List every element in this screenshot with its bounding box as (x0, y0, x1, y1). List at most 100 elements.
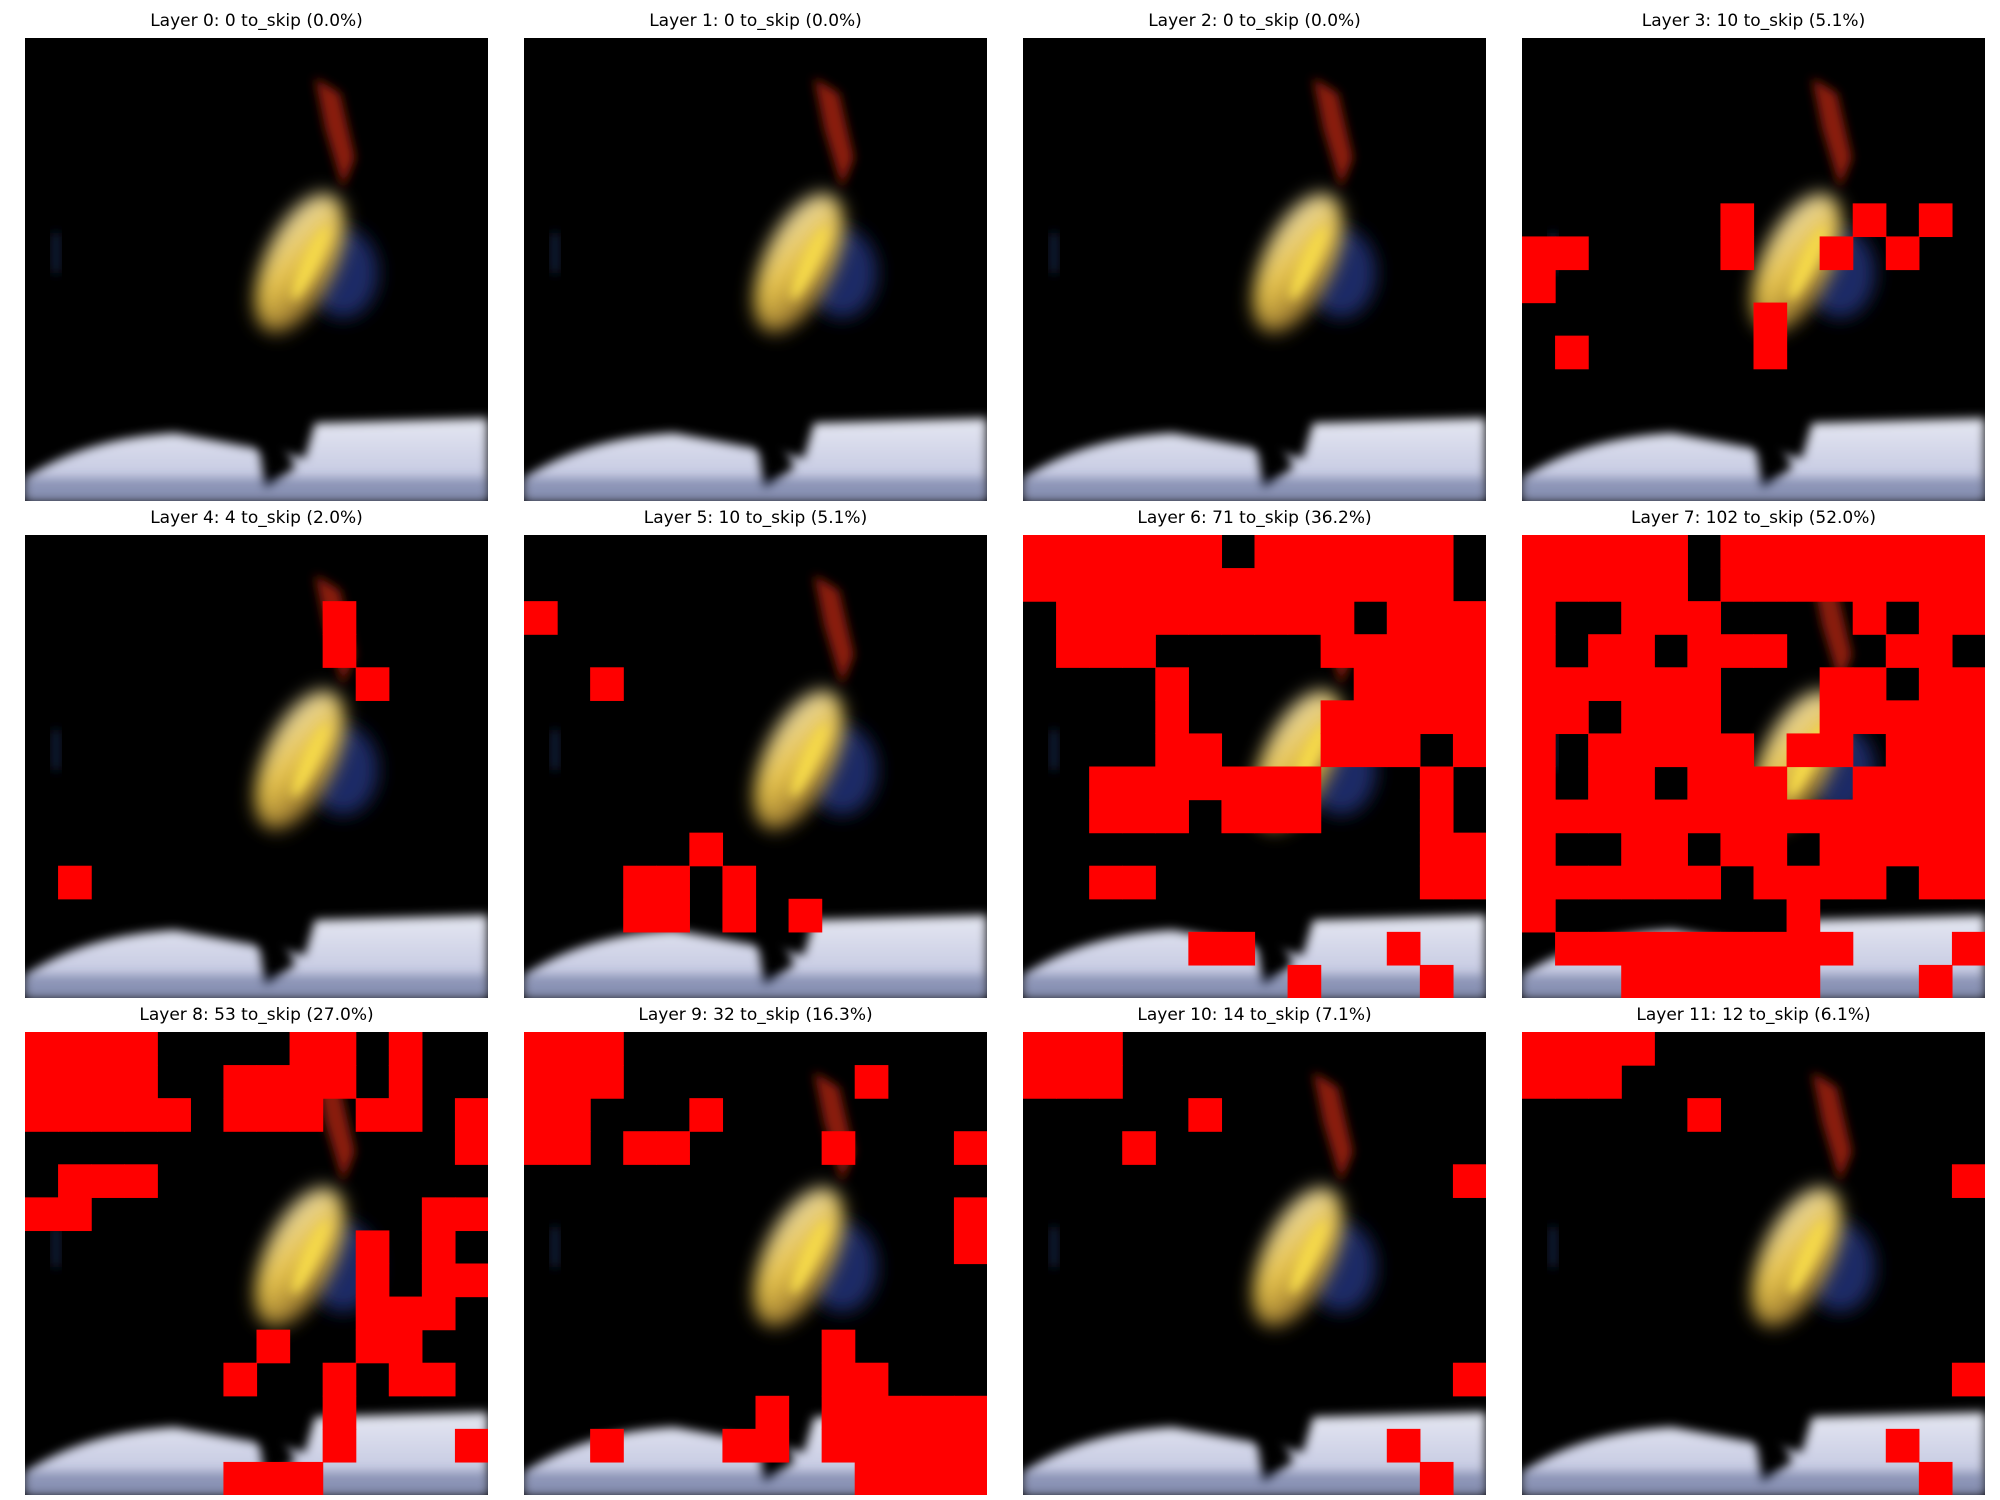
skip-cell (1555, 931, 1589, 966)
skip-cell (1951, 832, 1985, 867)
skip-cell (388, 1362, 423, 1397)
skip-cell (388, 1032, 423, 1066)
skip-cell (1588, 865, 1622, 900)
panel-scene-svg (524, 535, 987, 998)
skip-cell (58, 1164, 92, 1198)
skip-cell (124, 1065, 158, 1099)
faint-mark (1051, 233, 1057, 273)
skip-cell (1155, 601, 1189, 635)
skip-cell (1254, 766, 1289, 801)
dark-post (754, 915, 794, 985)
skip-cell (854, 1461, 889, 1495)
skip-cell (953, 1230, 987, 1265)
skip-cell (1753, 335, 1788, 370)
skip-cell (1122, 601, 1156, 635)
panel-image (1023, 38, 1486, 501)
skip-cell (1951, 931, 1985, 966)
figure-highlight (790, 1220, 828, 1294)
ground-shadow (25, 975, 488, 998)
skip-cell (854, 1362, 889, 1397)
skip-cell (1155, 700, 1189, 735)
skip-cell (1522, 269, 1556, 304)
skip-cell (623, 865, 657, 900)
skip-cell (1852, 766, 1887, 801)
skip-cell (1023, 1032, 1057, 1066)
blurred-scene (1522, 1072, 1985, 1495)
skip-cell (388, 1098, 423, 1132)
skip-cell (788, 898, 823, 933)
skip-cell (1353, 733, 1388, 768)
skip-cell (1320, 634, 1355, 668)
skip-cell (1720, 931, 1755, 966)
skip-cell (1819, 832, 1854, 867)
skip-cell (421, 1263, 456, 1298)
skip-cell (1852, 535, 1887, 569)
skip-cell (1753, 799, 1788, 834)
skip-cell (1254, 799, 1289, 834)
skip-cell (1885, 1428, 1920, 1463)
skip-cell (722, 865, 757, 900)
skip-cell (590, 1428, 624, 1463)
panel-title: Layer 9: 32 to_skip (16.3%) (638, 1005, 873, 1025)
skip-cell (1555, 335, 1589, 370)
panel-title: Layer 4: 4 to_skip (2.0%) (150, 508, 363, 528)
skip-cell (1188, 535, 1223, 569)
skip-cell (1522, 898, 1556, 933)
skip-cell (1522, 766, 1556, 801)
skip-cell (1089, 568, 1123, 602)
skip-cell (1452, 832, 1486, 867)
skip-cell (1221, 568, 1256, 602)
skip-cell (256, 1461, 291, 1495)
skip-cell (1522, 601, 1556, 635)
skip-cell (1951, 568, 1985, 602)
skip-cell (1918, 799, 1953, 834)
skip-cell (854, 1395, 889, 1430)
skip-cell (1819, 535, 1854, 569)
skip-cell (1621, 568, 1655, 602)
skip-cell (854, 1065, 889, 1099)
skip-cell (557, 1065, 591, 1099)
skip-cell (355, 1296, 390, 1331)
skip-cell (1023, 568, 1057, 602)
skip-cell (58, 1098, 92, 1132)
skip-cell (920, 1461, 955, 1495)
skip-cell (1122, 568, 1156, 602)
skip-cell (1287, 568, 1322, 602)
red-streak (1313, 1072, 1353, 1182)
skip-cell (1918, 634, 1953, 668)
skip-cell (1089, 799, 1123, 834)
faint-mark (1051, 1227, 1057, 1267)
skip-cell (623, 1131, 657, 1165)
skip-cell (1951, 766, 1985, 801)
skip-cell (1155, 535, 1189, 569)
figure-highlight (291, 226, 329, 300)
skip-cell (887, 1461, 922, 1495)
skip-cell (1353, 568, 1388, 602)
skip-cell (1654, 799, 1688, 834)
skip-cell (1023, 1065, 1057, 1099)
skip-cell (1320, 700, 1355, 735)
faint-mark (1051, 730, 1057, 770)
skip-cell (1786, 568, 1821, 602)
skip-cell (1852, 667, 1887, 701)
skip-cell (1918, 667, 1953, 701)
figure-highlight (1788, 1220, 1826, 1294)
skip-cell (1951, 667, 1985, 701)
skip-cell (1885, 799, 1920, 834)
skip-cell (1254, 535, 1289, 569)
skip-cell (1852, 832, 1887, 867)
skip-cell (1522, 634, 1556, 668)
skip-cell (1687, 964, 1722, 998)
skip-cell (1522, 799, 1556, 834)
bright-figure (255, 1187, 345, 1327)
skip-cell (1918, 832, 1953, 867)
skip-cell (1786, 964, 1821, 998)
skip-cell (1122, 1131, 1156, 1165)
skip-cell (1720, 766, 1755, 801)
ground-shadow (25, 478, 488, 501)
skip-cell (1753, 634, 1788, 668)
panel-title: Layer 5: 10 to_skip (5.1%) (643, 508, 868, 528)
panel-image (1023, 535, 1486, 998)
skip-cell (1753, 931, 1788, 966)
